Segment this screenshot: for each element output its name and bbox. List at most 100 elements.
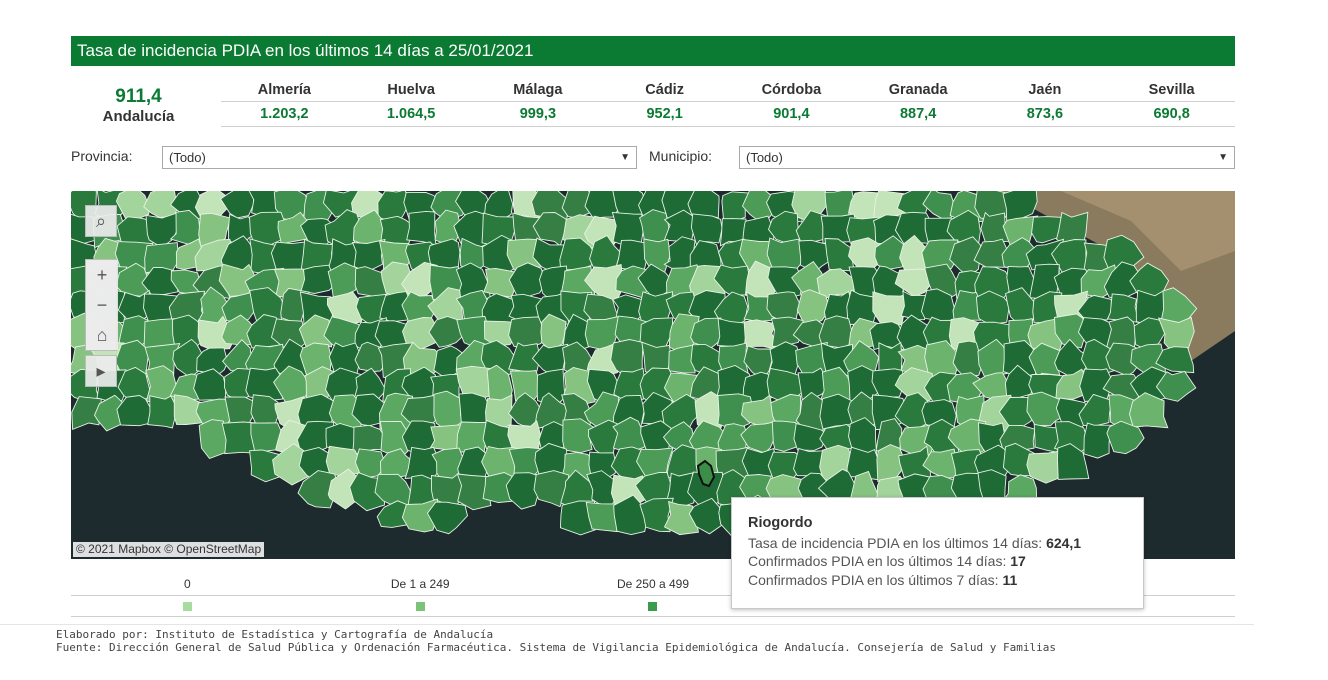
- tooltip-line-incidence: Tasa de incidencia PDIA en los últimos 1…: [748, 534, 1127, 553]
- municipality-polygon: [1057, 443, 1090, 480]
- footer-source: Fuente: Dirección General de Salud Públi…: [56, 641, 1057, 654]
- municipality-polygon: [485, 394, 513, 431]
- total-value: 911,4: [115, 86, 162, 107]
- legend-label: De 250 a 499: [616, 577, 690, 591]
- play-icon[interactable]: ▸: [85, 355, 117, 387]
- municipality-polygon: [1078, 393, 1114, 427]
- municipality-polygon: [946, 209, 981, 245]
- municipality-polygon: [793, 423, 829, 451]
- chevron-down-icon: ▼: [1218, 152, 1228, 163]
- home-icon[interactable]: ⌂: [86, 320, 118, 350]
- map-attribution[interactable]: © 2021 Mapbox © OpenStreetMap: [73, 542, 265, 557]
- municipality-polygon: [584, 191, 621, 220]
- municipality-polygon: [428, 316, 465, 348]
- municipality-polygon: [952, 290, 983, 324]
- total-label: Andalucía: [102, 108, 175, 125]
- municipality-polygon: [273, 365, 312, 408]
- municipality-polygon: [612, 416, 648, 454]
- municipality-polygon: [508, 342, 541, 372]
- province-name: Sevilla: [1148, 82, 1195, 98]
- province-value: 690,8: [1153, 106, 1190, 122]
- search-icon[interactable]: ⌕: [85, 205, 117, 237]
- municipality-polygon: [533, 470, 570, 508]
- municipality-polygon: [661, 393, 704, 433]
- legend-swatch[interactable]: [648, 601, 658, 611]
- tooltip-7d-value: 11: [1002, 571, 1018, 588]
- relief-background: [1061, 191, 1235, 271]
- municipality-polygon: [848, 237, 883, 274]
- municipality-polygon: [296, 420, 335, 457]
- legend-label: De 1 a 249: [390, 577, 450, 591]
- municipality-polygon: [1155, 370, 1197, 402]
- province-names-row: Almería Huelva Málaga Cádiz Córdoba Granada Ja…: [221, 79, 1235, 102]
- municipality-polygon: [198, 212, 232, 251]
- provincia-label: Provincia:: [71, 148, 133, 164]
- municipality-polygon: [508, 316, 547, 349]
- municipality-polygon: [740, 421, 775, 454]
- zoom-controls: + − ⌂: [85, 259, 118, 351]
- map-toolbar: ⌕ + − ⌂ ▸: [85, 205, 118, 387]
- province-table: Almería Huelva Málaga Cádiz Córdoba Granada Ja…: [221, 79, 1235, 127]
- tooltip-7d-label: Confirmados PDIA en los últimos 7 días:: [748, 571, 999, 588]
- provincia-select[interactable]: (Todo) ▼: [162, 146, 637, 169]
- province-name: Córdoba: [761, 82, 822, 98]
- andalucia-total: 911,4 Andalucía: [71, 79, 206, 125]
- municipality-polygon: [540, 313, 567, 352]
- municipality-polygon: [770, 316, 804, 347]
- municipality-polygon: [1077, 294, 1112, 324]
- municipality-polygon: [297, 470, 339, 509]
- province-name: Málaga: [513, 82, 563, 98]
- dashboard-title: Tasa de incidencia PDIA en los últimos 1…: [71, 36, 1235, 66]
- municipality-polygon: [1155, 346, 1195, 374]
- municipality-polygon: [406, 210, 437, 246]
- province-value: 1.203,2: [260, 106, 309, 122]
- municipality-polygon: [349, 472, 386, 512]
- legend-swatch-cell: [537, 596, 770, 616]
- province-name: Almería: [257, 82, 311, 98]
- municipality-polygon: [508, 262, 546, 298]
- municipality-polygon: [483, 191, 514, 222]
- legend-swatch[interactable]: [415, 601, 425, 611]
- selected-municipality-riogordo: [696, 459, 716, 488]
- municipio-select[interactable]: (Todo) ▼: [739, 146, 1235, 169]
- municipality-polygon: [456, 473, 492, 511]
- municipality-polygon: [874, 235, 906, 270]
- tooltip-line-14d: Confirmados PDIA en los últimos 14 días:…: [748, 552, 1127, 571]
- municipality-polygon: [559, 237, 597, 271]
- tooltip-14d-label: Confirmados PDIA en los últimos 14 días:: [748, 553, 1007, 569]
- zoom-in-icon[interactable]: +: [86, 260, 118, 290]
- municipality-polygon: [921, 239, 959, 274]
- municipality-polygon: [1106, 420, 1145, 455]
- map-tooltip: Riogordo Tasa de incidencia PDIA en los …: [731, 497, 1144, 609]
- municipality-polygon: [434, 209, 462, 247]
- footer-divider: [0, 624, 1254, 625]
- municipality-polygon: [1001, 237, 1038, 270]
- legend-swatches-row: [71, 596, 1235, 617]
- municipality-polygon: [147, 395, 178, 429]
- province-name: Huelva: [387, 82, 435, 98]
- provincia-select-value: (Todo): [169, 150, 206, 165]
- municipality-polygon: [721, 191, 750, 223]
- zoom-out-icon[interactable]: −: [86, 290, 118, 320]
- municipality-polygon: [219, 191, 255, 219]
- legend-label: 0: [184, 577, 191, 591]
- municipality-polygon: [196, 347, 229, 376]
- province-name: Granada: [888, 82, 948, 98]
- chevron-down-icon: ▼: [620, 152, 630, 163]
- municipality-polygon: [377, 191, 410, 225]
- tooltip-title: Riogordo: [748, 515, 813, 531]
- province-name: Cádiz: [645, 82, 684, 98]
- municipality-polygon: [952, 340, 983, 378]
- tooltip-line-7d: Confirmados PDIA en los últimos 7 días: …: [748, 571, 1127, 590]
- legend-swatch[interactable]: [182, 601, 192, 611]
- province-values-row: 1.203,2 1.064,5 999,3 952,1 901,4 887,4 873,6 6…: [221, 102, 1235, 127]
- municipality-polygon: [1054, 313, 1085, 349]
- municipality-polygon: [713, 291, 749, 326]
- municipality-polygon: [505, 472, 545, 510]
- tooltip-14d-value: 17: [1010, 553, 1026, 569]
- tooltip-incidence-label: Tasa de incidencia PDIA en los últimos 1…: [748, 534, 1043, 551]
- province-value: 873,6: [1026, 106, 1064, 122]
- municipality-polygon: [509, 370, 544, 406]
- municipality-polygon: [298, 314, 333, 348]
- footer-credit: Elaborado por: Instituto de Estadística …: [56, 628, 494, 641]
